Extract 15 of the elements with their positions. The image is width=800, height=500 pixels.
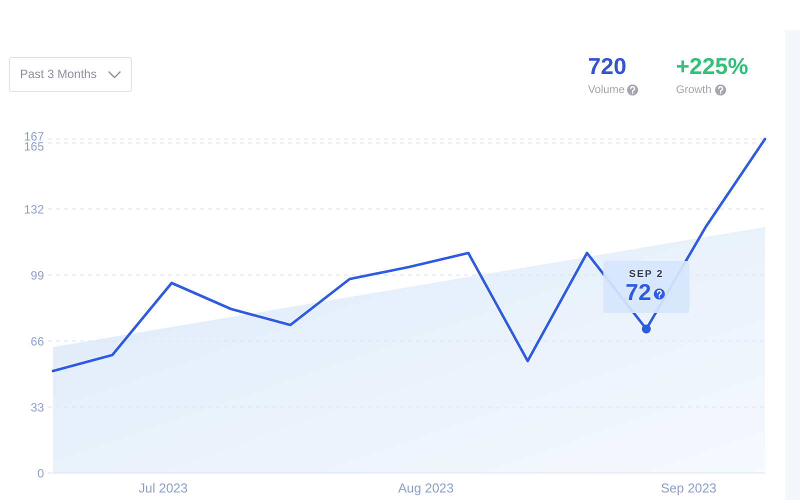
text: Growth [676, 84, 712, 96]
y-tick-label: 0 [37, 466, 44, 480]
x-tick-label: Jul 2023 [138, 480, 188, 496]
data-label: 72 [626, 279, 652, 306]
text: Volume [588, 84, 625, 96]
text: 720 [588, 53, 626, 80]
x-tick-label: Aug 2023 [398, 480, 454, 496]
y-tick-label: 33 [30, 400, 44, 414]
y-tick-label: 99 [30, 268, 44, 282]
text: +225% [676, 53, 748, 80]
x-tick-label: Sep 2023 [660, 480, 717, 496]
annotation: SEP 2 [628, 268, 664, 280]
text: Past 3 Months [20, 67, 97, 82]
y-tick-label: 66 [30, 334, 44, 348]
y-tick-label: 132 [24, 202, 44, 216]
